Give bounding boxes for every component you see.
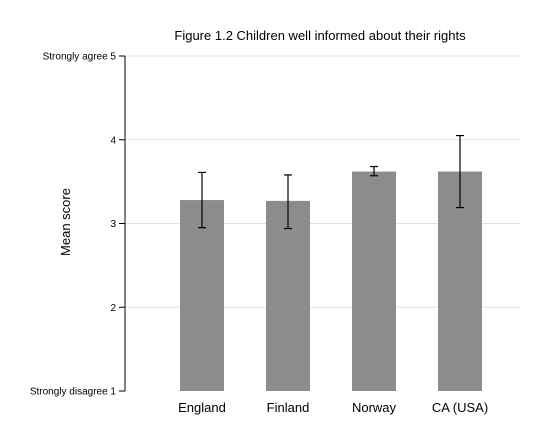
- bar-finland: [266, 200, 310, 391]
- x-tick-label: Norway: [352, 400, 397, 415]
- y-axis: [119, 55, 126, 392]
- y-tick-label: Strongly agree 5: [43, 52, 117, 63]
- y-axis-label: Mean score: [58, 188, 73, 256]
- bar-norway: [352, 171, 396, 391]
- error-bar: [198, 171, 206, 229]
- y-tick-labels: Strongly agree 5 4 3 2 Strongly disagree 1: [30, 52, 117, 398]
- y-tick-label: 3: [110, 219, 116, 230]
- x-tick-label: Finland: [267, 400, 310, 415]
- bars: [180, 171, 482, 391]
- x-tick-label: CA (USA): [432, 400, 488, 415]
- error-bar: [370, 165, 378, 177]
- bar-england: [180, 200, 224, 391]
- error-bar: [284, 174, 292, 230]
- chart-title: Figure 1.2 Children well informed about …: [174, 28, 466, 43]
- y-tick-label: 2: [110, 303, 116, 314]
- y-tick-label: Strongly disagree 1: [30, 387, 117, 398]
- x-tick-label: England: [178, 400, 226, 415]
- y-tick-label: 4: [110, 135, 116, 146]
- error-bar: [456, 134, 464, 209]
- error-bars: [198, 134, 464, 230]
- x-tick-labels: England Finland Norway CA (USA): [178, 400, 488, 415]
